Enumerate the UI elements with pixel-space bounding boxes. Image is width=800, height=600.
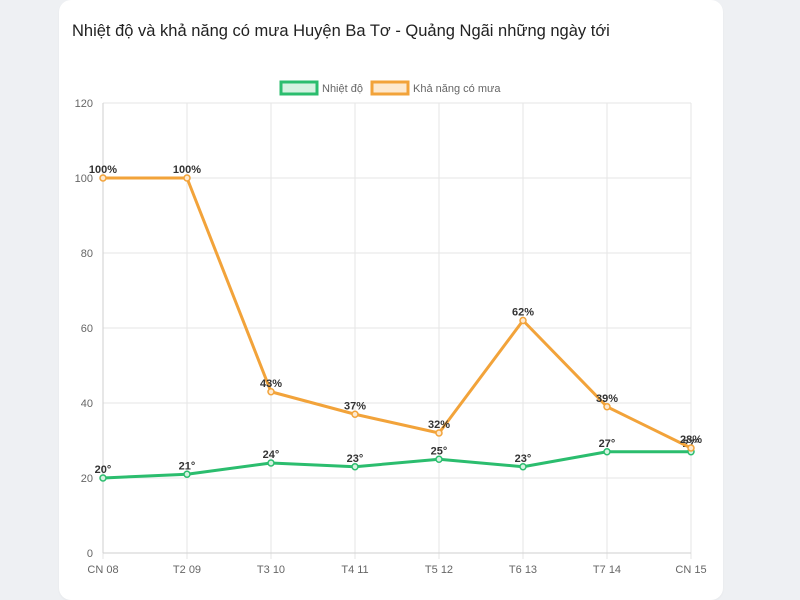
- data-label: 37%: [344, 400, 366, 412]
- y-tick-label: 80: [81, 248, 93, 260]
- data-point: [267, 459, 275, 467]
- data-label: 32%: [428, 419, 450, 431]
- x-tick-label: CN 15: [675, 564, 706, 576]
- data-point: [183, 174, 191, 182]
- x-tick-label: T2 09: [173, 564, 201, 576]
- data-point: [99, 474, 107, 482]
- data-label: 25°: [431, 445, 448, 457]
- data-label: 100%: [89, 164, 117, 176]
- data-label: 62%: [512, 307, 534, 319]
- x-tick-label: T6 13: [509, 564, 537, 576]
- data-label: 24°: [263, 449, 280, 461]
- legend-swatch: [279, 80, 319, 96]
- series-line: [101, 176, 693, 450]
- data-point: [267, 388, 275, 396]
- y-tick-label: 100: [75, 173, 93, 185]
- y-tick-label: 20: [81, 473, 93, 485]
- data-label: 23°: [347, 453, 364, 465]
- data-point: [603, 403, 611, 411]
- data-point: [99, 174, 107, 182]
- y-tick-label: 60: [81, 323, 93, 335]
- data-label: 20°: [95, 464, 112, 476]
- x-tick-label: T3 10: [257, 564, 285, 576]
- data-point: [183, 470, 191, 478]
- x-tick-label: T5 12: [425, 564, 453, 576]
- data-point: [351, 410, 359, 418]
- data-label: 23°: [515, 453, 532, 465]
- y-tick-label: 0: [87, 548, 93, 560]
- data-point: [519, 316, 527, 325]
- data-point: [519, 463, 527, 471]
- legend-label: Khả năng có mưa: [413, 83, 501, 95]
- chart-title: Nhiệt độ và khả năng có mưa Huyện Ba Tơ …: [72, 22, 610, 40]
- y-tick-label: 40: [81, 398, 93, 410]
- x-tick-label: CN 08: [87, 564, 118, 576]
- x-tick-label: T4 11: [341, 564, 368, 576]
- data-point: [603, 448, 611, 456]
- data-point: [435, 455, 443, 463]
- chart-card: Nhiệt độ và khả năng có mưa Huyện Ba Tơ …: [59, 0, 723, 600]
- data-label: 39%: [596, 393, 618, 405]
- data-label: 21°: [179, 460, 196, 472]
- data-label: 28%: [680, 434, 702, 446]
- data-label: 43%: [260, 378, 282, 390]
- data-point: [351, 463, 359, 471]
- legend-swatch: [370, 80, 410, 96]
- data-point: [435, 429, 443, 437]
- y-tick-label: 120: [75, 98, 93, 110]
- data-label: 27°: [599, 438, 616, 450]
- legend-label: Nhiệt độ: [322, 83, 363, 95]
- data-label: 100%: [173, 164, 201, 176]
- series-line: [101, 450, 693, 480]
- x-tick-label: T7 14: [593, 564, 621, 576]
- data-point: [687, 444, 695, 452]
- line-chart: 0 20 40 60 80 100 120 CN 08 T2 09 T3 10 T4 11 T5 12…: [75, 80, 707, 576]
